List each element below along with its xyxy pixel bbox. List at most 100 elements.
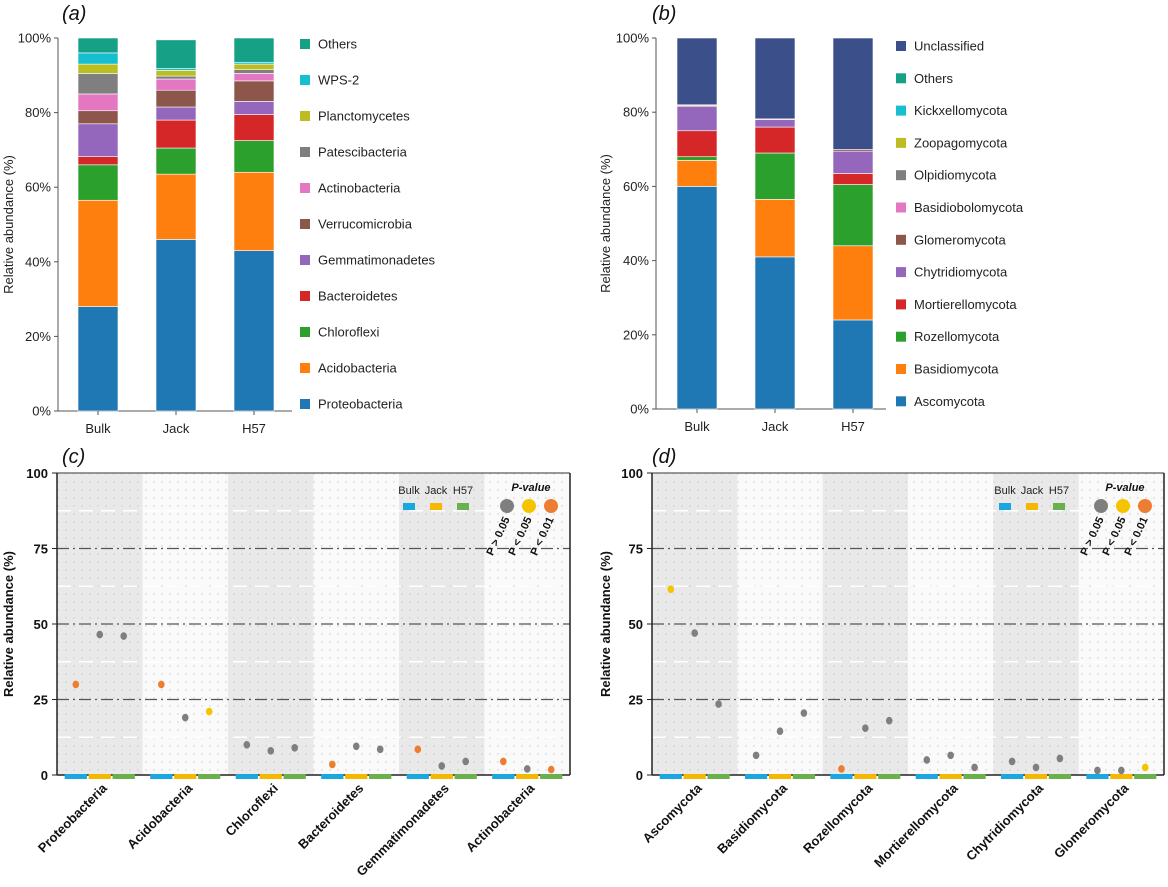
y-tick-label: 80% bbox=[623, 105, 649, 120]
bar-segment-mortierellomycota bbox=[832, 173, 874, 185]
legend-swatch bbox=[896, 202, 906, 213]
pvalue-swatch bbox=[522, 499, 536, 513]
data-point bbox=[885, 716, 893, 725]
group-bar-jack bbox=[174, 774, 197, 779]
data-point bbox=[800, 709, 808, 717]
data-point bbox=[776, 727, 784, 736]
y-tick-label: 60% bbox=[623, 179, 649, 194]
legend-label: Olpidiomycota bbox=[914, 168, 997, 183]
group-bar-jack bbox=[516, 774, 539, 779]
category-label: Rozellomycota bbox=[800, 780, 876, 856]
bar-segment-bacteroidetes bbox=[155, 119, 197, 149]
panel-label: (d) bbox=[652, 446, 676, 468]
data-point bbox=[1056, 754, 1064, 763]
legend-swatch bbox=[896, 299, 906, 310]
legend-label: Rozellomycota bbox=[914, 329, 1000, 344]
legend-swatch bbox=[300, 183, 310, 193]
y-tick-label: 0% bbox=[630, 402, 649, 417]
pvalue-swatch bbox=[1138, 499, 1152, 513]
data-point bbox=[414, 745, 422, 754]
y-tick-label: 0 bbox=[636, 768, 643, 783]
group-bar-jack bbox=[1024, 774, 1048, 779]
legend-swatch bbox=[300, 327, 310, 337]
legend-swatch bbox=[300, 399, 310, 409]
legend-swatch bbox=[300, 111, 310, 121]
group-bar-jack bbox=[1110, 774, 1133, 779]
data-point bbox=[267, 747, 275, 755]
data-point bbox=[667, 585, 675, 594]
legend-swatch bbox=[300, 75, 310, 85]
panel-label: (a) bbox=[62, 3, 86, 25]
group-bar-h57 bbox=[454, 774, 477, 779]
legend-label: Basidiomycota bbox=[914, 362, 999, 377]
legend-group-label: H57 bbox=[453, 485, 473, 497]
legend-swatch bbox=[896, 364, 906, 374]
data-point bbox=[96, 630, 104, 639]
bar-segment-unclassified bbox=[754, 37, 796, 120]
group-bar-bulk bbox=[659, 774, 682, 779]
category-label: Chytridiomycota bbox=[963, 780, 1047, 864]
category-label: Bacteroidetes bbox=[295, 781, 366, 852]
y-tick-label: 100% bbox=[616, 31, 650, 46]
bar-segment-actinobacteria bbox=[155, 78, 197, 91]
group-bar-jack bbox=[345, 774, 368, 779]
bar-segment-acidobacteria bbox=[155, 173, 197, 240]
bar-segment-patescibacteria bbox=[77, 73, 119, 95]
y-tick-label: 100 bbox=[26, 466, 48, 481]
legend-group-swatch bbox=[403, 503, 415, 510]
category-label: Basidiomycota bbox=[714, 780, 791, 857]
legend-group-swatch bbox=[430, 503, 442, 510]
data-point bbox=[947, 751, 954, 760]
y-tick-label: 25 bbox=[34, 693, 48, 708]
scatter-chart-c: (c) Relative abundance (%) 0 25 50 75 100 Prote… bbox=[1, 446, 571, 879]
bar-segment-proteobacteria bbox=[77, 306, 119, 412]
data-point bbox=[181, 713, 189, 722]
bar-segment-verrucomicrobia bbox=[155, 89, 197, 108]
category-label: Acidobacteria bbox=[124, 780, 196, 852]
data-point bbox=[72, 680, 80, 689]
bar-segment-bacteroidetes bbox=[233, 114, 275, 141]
bar-segment-planctomycetes bbox=[155, 70, 197, 77]
bar-segment-unclassified bbox=[676, 37, 718, 106]
legend-label: Others bbox=[914, 71, 954, 86]
bar-segment-chloroflexi bbox=[77, 164, 119, 201]
bar-segment-patescibacteria bbox=[233, 69, 275, 74]
legend-group-label: Jack bbox=[425, 485, 448, 497]
y-axis-title: Relative abundance (%) bbox=[598, 154, 613, 293]
data-point bbox=[1118, 766, 1125, 775]
data-point bbox=[1008, 757, 1016, 766]
y-tick-label: 80% bbox=[25, 105, 51, 120]
group-bar-bulk bbox=[745, 774, 768, 779]
legend-group-swatch bbox=[1026, 503, 1038, 510]
legend-label: Kickxellomycota bbox=[914, 103, 1008, 118]
bar-segment-chytridiomycota bbox=[832, 150, 874, 174]
category-label: Actinobacteria bbox=[463, 780, 538, 855]
data-point bbox=[352, 742, 360, 751]
legend-group-label: Jack bbox=[1021, 485, 1044, 497]
bar-segment-chytridiomycota bbox=[676, 106, 718, 132]
bar-segment-proteobacteria bbox=[155, 239, 197, 412]
group-bar-bulk bbox=[492, 774, 515, 779]
data-point bbox=[1141, 763, 1149, 772]
data-point bbox=[120, 632, 127, 640]
group-bar-h57 bbox=[792, 774, 815, 779]
group-bar-h57 bbox=[1134, 774, 1157, 779]
x-tick-label: H57 bbox=[242, 421, 266, 436]
group-bar-bulk bbox=[64, 774, 87, 779]
legend-label: Mortierellomycota bbox=[914, 297, 1017, 312]
bar-segment-others bbox=[155, 39, 197, 69]
bar-segment-patescibacteria bbox=[155, 75, 197, 80]
y-tick-label: 50 bbox=[629, 617, 643, 632]
data-point bbox=[243, 741, 251, 749]
y-tick-label: 75 bbox=[34, 542, 48, 557]
legend-label: Patescibacteria bbox=[318, 145, 408, 160]
bar-segment-others bbox=[77, 37, 119, 54]
pvalue-title: P-value bbox=[511, 482, 550, 494]
group-bar-bulk bbox=[1001, 774, 1024, 779]
bar-segment-chytridiomycota bbox=[754, 119, 796, 128]
data-point bbox=[523, 765, 531, 773]
bar-segment-gemmatimonadetes bbox=[155, 106, 197, 121]
x-tick-label: H57 bbox=[841, 419, 865, 434]
pvalue-swatch bbox=[1116, 499, 1130, 513]
